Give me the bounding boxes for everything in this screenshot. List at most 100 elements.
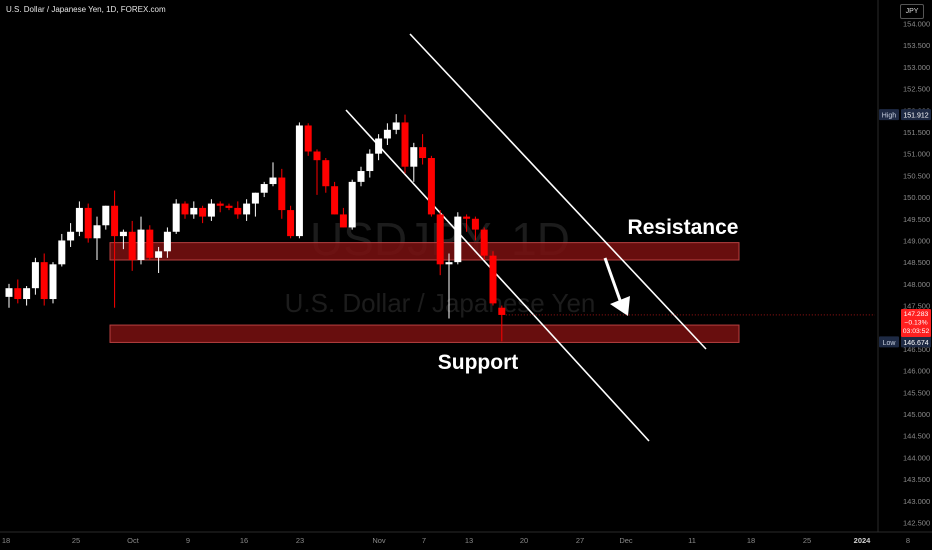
- candle: [278, 168, 286, 219]
- candle: [375, 134, 383, 161]
- candle-body: [31, 262, 39, 289]
- candle: [181, 201, 189, 219]
- candle-body: [251, 192, 259, 204]
- candle-body: [463, 216, 471, 219]
- candle-body: [366, 153, 374, 172]
- candle-body: [401, 122, 409, 167]
- y-tick-label: 148.500: [903, 258, 930, 267]
- candle: [216, 201, 224, 213]
- candle-body: [199, 207, 207, 217]
- candle-body: [5, 288, 13, 297]
- candle-body: [287, 210, 295, 237]
- candle: [287, 205, 295, 239]
- x-tick-label: 8: [906, 536, 910, 545]
- candle-body: [49, 264, 57, 300]
- candle: [366, 149, 374, 178]
- x-tick-label: 18: [2, 536, 10, 545]
- candle-body: [181, 203, 189, 215]
- x-tick-label: 23: [296, 536, 304, 545]
- candle: [172, 199, 180, 234]
- y-tick-label: 145.000: [903, 410, 930, 419]
- candle-body: [480, 229, 488, 256]
- y-tick-label: 147.500: [903, 302, 930, 311]
- candle: [401, 114, 409, 174]
- low-value: 146.674: [903, 340, 928, 347]
- candle-body: [14, 288, 22, 300]
- candle-body: [234, 207, 242, 215]
- x-tick-label: 9: [186, 536, 190, 545]
- low-label: Low: [883, 340, 897, 347]
- candle-body: [436, 214, 444, 265]
- candle: [260, 181, 268, 198]
- x-tick-label: 20: [520, 536, 528, 545]
- candle: [75, 201, 83, 237]
- candle: [155, 246, 163, 273]
- candle: [225, 203, 233, 211]
- y-tick-label: 143.000: [903, 497, 930, 506]
- candle-body: [489, 255, 497, 304]
- candle-body: [75, 207, 83, 232]
- x-tick-label: 2024: [854, 536, 872, 545]
- candle: [471, 216, 479, 241]
- candle: [304, 123, 312, 156]
- y-tick-label: 146.000: [903, 367, 930, 376]
- candle: [84, 203, 92, 243]
- candle-body: [225, 205, 233, 208]
- candle: [234, 201, 242, 219]
- forecast-arrow-head: [610, 296, 630, 316]
- candle-body: [128, 231, 136, 260]
- candle-body: [295, 125, 303, 237]
- x-tick-label: 25: [803, 536, 811, 545]
- y-tick-label: 144.500: [903, 432, 930, 441]
- x-tick-label: 18: [747, 536, 755, 545]
- candle-body: [260, 184, 268, 193]
- candle: [137, 216, 145, 265]
- candle-body: [84, 207, 92, 239]
- forecast-arrow-shaft: [603, 257, 623, 304]
- candle-body: [269, 177, 277, 185]
- candle: [331, 181, 339, 215]
- candle: [49, 262, 57, 304]
- candle: [58, 233, 66, 267]
- y-tick-label: 151.500: [903, 128, 930, 137]
- candle-body: [119, 231, 127, 237]
- y-tick-label: 150.000: [903, 193, 930, 202]
- candle-body: [207, 203, 215, 217]
- x-tick-label: Dec: [619, 536, 633, 545]
- candle: [199, 205, 207, 224]
- candle-body: [163, 231, 171, 252]
- high-value: 151.912: [903, 113, 928, 120]
- resistance-label: Resistance: [628, 216, 739, 239]
- candle-body: [146, 229, 154, 258]
- candle: [128, 220, 136, 271]
- candle-body: [278, 177, 286, 211]
- candle: [243, 199, 251, 221]
- candle: [111, 190, 119, 308]
- y-tick-label: 149.000: [903, 236, 930, 245]
- last-price-timer: 03:03:52: [903, 328, 930, 335]
- candle-body: [190, 207, 198, 215]
- candle: [67, 223, 75, 247]
- candle: [392, 114, 400, 135]
- candle: [463, 214, 471, 232]
- candle-body: [445, 262, 453, 265]
- y-tick-label: 153.000: [903, 63, 930, 72]
- high-label: High: [882, 113, 897, 120]
- candle: [23, 286, 31, 306]
- candle-body: [67, 231, 75, 241]
- y-tick-label: 153.500: [903, 41, 930, 50]
- currency-button[interactable]: JPY: [900, 4, 924, 19]
- candle-body: [375, 138, 383, 154]
- candle-body: [172, 203, 180, 232]
- candle: [31, 257, 39, 295]
- candle-body: [111, 205, 119, 237]
- y-tick-label: 148.000: [903, 280, 930, 289]
- candle-body: [498, 307, 506, 315]
- chart-title: U.S. Dollar / Japanese Yen, 1D, FOREX.co…: [6, 5, 166, 14]
- candle: [93, 216, 101, 260]
- y-tick-label: 146.500: [903, 345, 930, 354]
- candle-body: [58, 240, 66, 265]
- y-tick-label: 144.000: [903, 453, 930, 462]
- x-tick-label: 11: [688, 536, 696, 545]
